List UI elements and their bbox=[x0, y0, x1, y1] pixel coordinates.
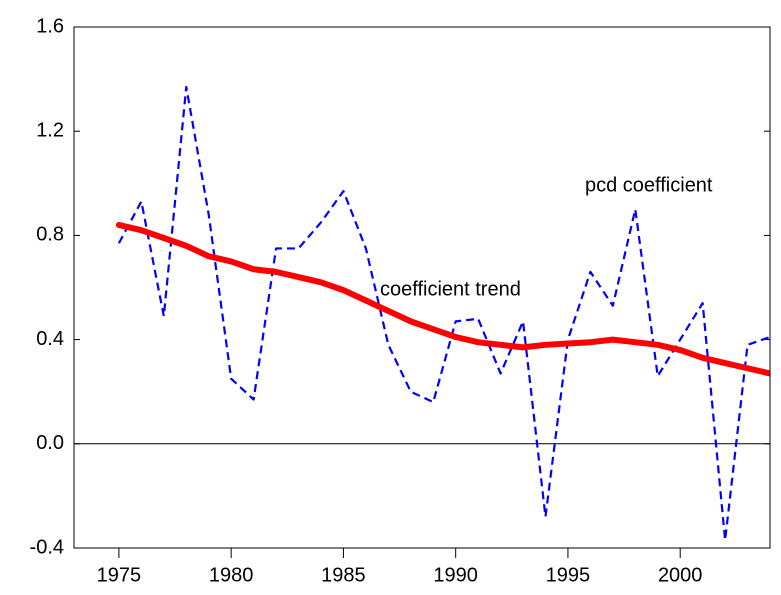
y-tick-label: 1.2 bbox=[36, 119, 64, 141]
series-annotation: pcd coefficient bbox=[585, 174, 713, 196]
plot-frame bbox=[73, 26, 771, 549]
y-tick-label: -0.4 bbox=[30, 536, 64, 558]
x-tick-label: 1975 bbox=[97, 564, 142, 586]
x-tick-label: 1990 bbox=[433, 564, 478, 586]
x-tick-label: 1985 bbox=[321, 564, 366, 586]
x-tick-label: 1980 bbox=[209, 564, 254, 586]
series-annotation: coefficient trend bbox=[380, 278, 521, 300]
series-line bbox=[117, 85, 770, 542]
series-line bbox=[115, 221, 770, 377]
x-tick-label: 2000 bbox=[658, 564, 703, 586]
y-tick-label: 0.4 bbox=[36, 328, 64, 350]
y-tick-label: 1.6 bbox=[36, 15, 64, 37]
y-tick-label: 0.0 bbox=[36, 432, 64, 454]
x-tick-label: 1995 bbox=[546, 564, 591, 586]
y-tick-label: 0.8 bbox=[36, 224, 64, 246]
